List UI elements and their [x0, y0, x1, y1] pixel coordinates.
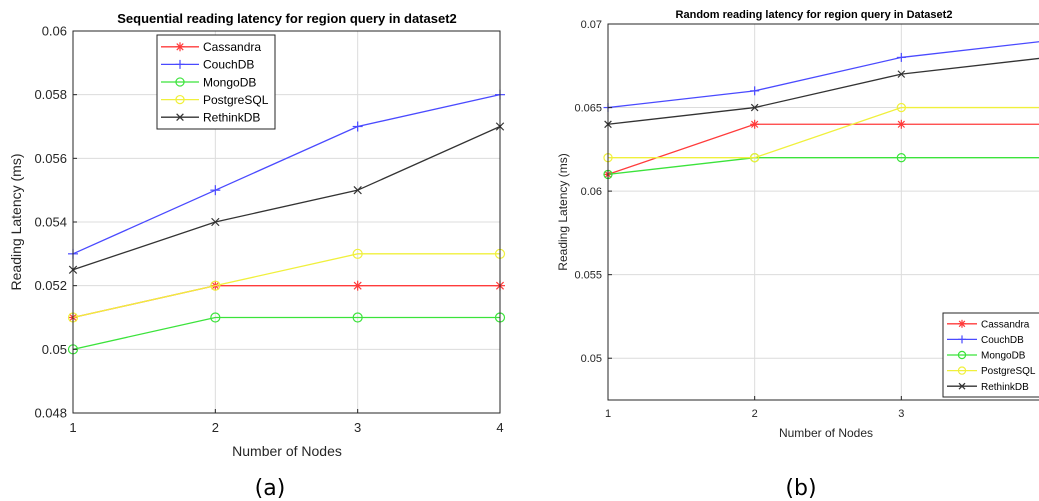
chart-b-tick-labels: 1 2 3 0.05 0.055 0.06 0.065 0.07	[574, 19, 904, 420]
chart-a-y-tick-label: 0.058	[34, 87, 67, 102]
chart-a-series-couchdb-point	[210, 185, 221, 196]
chart-b-legend-entry-postgresql-label: PostgreSQL	[981, 366, 1036, 377]
chart-b-legend-entry-couchdb-label: CouchDB	[981, 335, 1024, 346]
chart-a-series-rethinkdb-line	[72, 125, 501, 271]
chart-b-y-tick-label: 0.065	[574, 102, 602, 114]
chart-b-title: Random reading latency for region query …	[676, 9, 953, 21]
chart-b-series-couchdb-line	[607, 41, 1039, 109]
chart-a-series-rethinkdb-point	[211, 217, 220, 227]
chart-a: 1 2 3 4 0.048 0.05 0.052 0.054 0.056 0.058 0.06 Se…	[8, 11, 506, 501]
chart-a-series-postgresql-line	[72, 253, 500, 319]
chart-b-series-rethinkdb-point	[750, 103, 759, 112]
chart-a-y-tick-label: 0.056	[34, 151, 67, 166]
chart-b-y-tick-label: 0.05	[581, 353, 602, 365]
chart-a-legend-entry-postgresql: PostgreSQL	[161, 93, 269, 107]
chart-b-legend-entry-mongodb: MongoDB	[947, 351, 1026, 362]
chart-b-series-postgresql-point	[750, 153, 760, 163]
chart-b-axes-box	[607, 23, 1039, 401]
chart-a-series-couchdb-line	[72, 94, 501, 255]
chart-a-series-cassandra-point	[352, 280, 363, 291]
chart-b-series-postgresql-point	[896, 102, 906, 113]
chart-b-series-mongodb-point	[896, 153, 906, 163]
chart-b-legend-entry-cassandra-marker	[958, 319, 966, 328]
chart-a-legend-entry-mongodb-marker	[175, 77, 185, 87]
chart-a-y-tick-label: 0.06	[42, 24, 67, 39]
chart-b-x-tick-label: 3	[898, 408, 904, 420]
chart-a-x-tick-label: 1	[69, 420, 76, 435]
chart-a-title: Sequential reading latency for region qu…	[117, 11, 457, 26]
chart-b-x-tick-label: 2	[752, 408, 758, 420]
chart-a-y-tick-label: 0.054	[34, 215, 67, 230]
caption-b: (b)	[785, 476, 816, 501]
chart-b-series-cassandra-line	[607, 123, 1039, 176]
chart-b-legend-entry-rethinkdb-label: RethinkDB	[981, 382, 1029, 393]
chart-b-y-tick-label: 0.07	[581, 19, 602, 31]
chart-b-x-tick-label: 1	[605, 408, 611, 420]
chart-a-series-mongodb-line	[72, 316, 500, 350]
chart-a-legend-entry-couchdb-label: CouchDB	[203, 58, 254, 72]
chart-a-y-tick-label: 0.048	[34, 406, 67, 421]
chart-b-y-axis-label: Reading Latency (ms)	[556, 153, 570, 270]
chart-b-legend-entry-cassandra-label: Cassandra	[981, 319, 1030, 330]
caption-a: (a)	[255, 476, 286, 501]
chart-a-legend: Cassandra CouchDB MongoDB PostgreSQL Rethink…	[156, 34, 276, 130]
chart-b: 1 2 3 0.05 0.055 0.06 0.065 0.07 Random reading…	[556, 9, 1039, 501]
chart-b-series-rethinkdb-point	[897, 70, 906, 78]
chart-a-series-mongodb-point	[210, 312, 221, 323]
chart-b-series-mongodb-line	[607, 157, 1039, 176]
chart-b-series-cassandra-point	[750, 119, 760, 129]
chart-a-series-postgresql-point	[352, 248, 363, 259]
chart-a-legend-entry-postgresql-label: PostgreSQL	[203, 93, 269, 107]
chart-a-legend-entry-mongodb: MongoDB	[161, 75, 256, 89]
chart-a-series-mongodb-point	[352, 312, 363, 323]
chart-a-x-tick-label: 2	[212, 420, 219, 435]
chart-b-legend-entry-rethinkdb: RethinkDB	[947, 382, 1029, 393]
chart-a-x-tick-label: 3	[354, 420, 361, 435]
chart-a-legend-entry-rethinkdb-label: RethinkDB	[203, 111, 260, 125]
chart-a-tick-labels: 1 2 3 4 0.048 0.05 0.052 0.054 0.056 0.058 0.06	[34, 24, 503, 435]
chart-b-legend-entry-couchdb-marker	[958, 335, 966, 344]
chart-b-series-couchdb-point	[750, 86, 760, 96]
chart-b-legend-entry-mongodb-marker	[957, 350, 967, 360]
chart-a-series-rethinkdb-point	[353, 185, 362, 195]
chart-a-legend-entry-cassandra-marker	[175, 42, 185, 52]
chart-b-x-axis-label: Number of Nodes	[779, 426, 873, 440]
chart-a-legend-entry-rethinkdb: RethinkDB	[161, 111, 260, 125]
chart-a-y-tick-label: 0.05	[42, 342, 67, 357]
chart-a-x-axis-label: Number of Nodes	[232, 443, 342, 459]
chart-b-y-tick-label: 0.06	[581, 186, 602, 198]
chart-b-legend-entry-cassandra: Cassandra	[947, 319, 1030, 330]
chart-a-y-tick-label: 0.052	[34, 278, 67, 293]
chart-b-series-couchdb-point	[896, 52, 906, 62]
chart-a-series-couchdb-point	[352, 121, 363, 132]
chart-b-y-tick-label: 0.055	[574, 270, 602, 282]
chart-b-series-rethinkdb-line	[607, 57, 1039, 125]
chart-a-legend-entry-mongodb-label: MongoDB	[203, 75, 256, 89]
chart-a-y-axis-label: Reading Latency (ms)	[8, 154, 24, 291]
chart-a-legend-entry-cassandra-label: Cassandra	[203, 40, 261, 54]
chart-b-legend-entry-couchdb: CouchDB	[947, 335, 1024, 346]
chart-a-legend-entry-postgresql-marker	[175, 94, 185, 105]
chart-a-series-postgresql-point	[210, 280, 221, 291]
chart-b-legend: Cassandra CouchDB MongoDB PostgreSQL Rethink…	[942, 312, 1039, 398]
chart-a-x-tick-label: 4	[496, 420, 503, 435]
chart-a-legend-entry-rethinkdb-marker	[176, 113, 184, 121]
chart-b-series-cassandra-point	[896, 119, 906, 129]
chart-b-legend-entry-mongodb-label: MongoDB	[981, 351, 1026, 362]
chart-b-legend-entry-postgresql-marker	[957, 366, 967, 375]
chart-a-legend-entry-couchdb-marker	[175, 59, 185, 69]
chart-b-series-postgresql-line	[608, 106, 1039, 159]
chart-a-legend-entry-couchdb: CouchDB	[161, 58, 254, 72]
chart-b-legend-entry-postgresql: PostgreSQL	[947, 366, 1036, 377]
chart-b-legend-entry-rethinkdb-marker	[958, 382, 966, 390]
chart-a-legend-entry-cassandra: Cassandra	[161, 40, 261, 54]
